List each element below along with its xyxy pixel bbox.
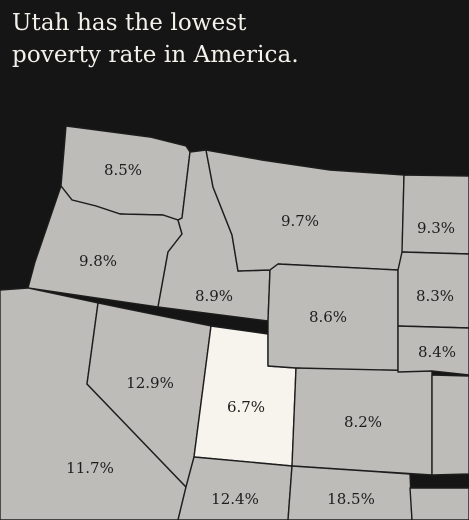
label-utah: 6.7% [227, 398, 265, 416]
state-kansas [431, 374, 469, 476]
map-title-line-2: poverty rate in America. [12, 42, 299, 68]
state-north-dakota[interactable] [401, 174, 469, 255]
map-title-line-1: Utah has the lowest [12, 10, 247, 36]
label-montana: 9.7% [281, 212, 319, 230]
label-nebraska: 8.4% [418, 343, 456, 361]
label-arizona: 12.4% [211, 490, 259, 508]
label-idaho: 8.9% [195, 287, 233, 305]
state-montana[interactable] [205, 149, 405, 272]
state-arizona[interactable] [177, 456, 293, 520]
label-washington: 8.5% [104, 161, 142, 179]
label-new-mexico: 18.5% [327, 490, 375, 508]
label-north-dakota: 9.3% [417, 219, 455, 237]
label-nevada: 12.9% [126, 374, 174, 392]
state-nebraska[interactable] [397, 325, 469, 376]
state-oklahoma [409, 487, 469, 520]
label-colorado: 8.2% [344, 413, 382, 431]
label-oregon: 9.8% [79, 252, 117, 270]
label-wyoming: 8.6% [309, 308, 347, 326]
label-south-dakota: 8.3% [416, 287, 454, 305]
map-title: Utah has the lowest poverty rate in Amer… [12, 7, 299, 71]
state-new-mexico[interactable] [287, 465, 413, 520]
label-california: 11.7% [66, 459, 114, 477]
